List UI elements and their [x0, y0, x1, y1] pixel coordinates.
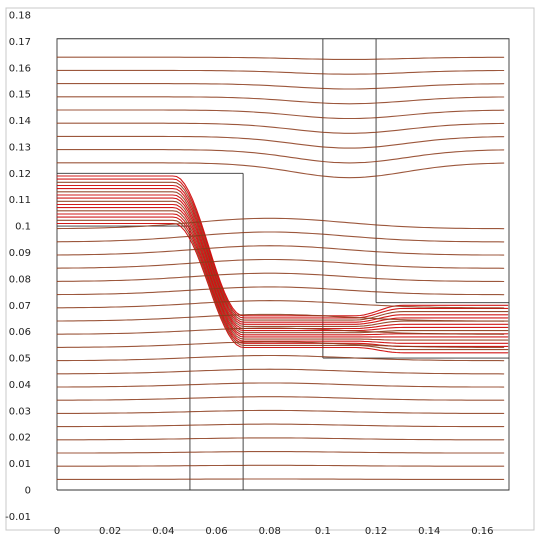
- streamline: [56, 109, 505, 120]
- y-tick-labels: -0.01 0 0.01 0.02 0.03 0.04 0.05 0.06 0.07 0.08 0.…: [5, 11, 31, 523]
- y-tick-label: 0.18: [9, 11, 31, 22]
- streamline: [56, 207, 509, 338]
- y-tick-label: 0.03: [9, 406, 31, 417]
- y-tick-label: 0.15: [9, 90, 31, 101]
- streamline: [56, 368, 505, 375]
- y-tick-label: 0.01: [9, 459, 31, 470]
- y-tick-label: 0.08: [9, 274, 31, 285]
- streamline: [56, 122, 505, 134]
- streamline: [56, 213, 509, 344]
- x-tick-label: 0: [54, 526, 60, 537]
- geometry-layer: [56, 38, 510, 491]
- streamline: [56, 437, 505, 441]
- y-tick-label: 0.16: [9, 63, 31, 74]
- streamline: [56, 69, 505, 75]
- streamline: [56, 245, 505, 256]
- x-tick-label: 0.08: [259, 526, 281, 537]
- streamline: [56, 354, 505, 362]
- y-tick-label: 0.11: [9, 195, 31, 206]
- x-tick-label: 0.06: [205, 526, 227, 537]
- streamline: [56, 149, 505, 164]
- streamline: [56, 162, 505, 179]
- streamline: [56, 313, 505, 322]
- streamline: [56, 197, 509, 332]
- streamline: [56, 327, 505, 335]
- geometry-edge: [56, 38, 510, 491]
- y-tick-label: 0.09: [9, 248, 31, 259]
- streamline: [56, 300, 505, 309]
- y-tick-label: 0.05: [9, 354, 31, 365]
- y-tick-label: 0.07: [9, 301, 31, 312]
- streamline: [56, 451, 505, 454]
- streamline: [56, 231, 505, 243]
- x-tick-label: 0.16: [471, 526, 493, 537]
- y-tick-label: 0.13: [9, 142, 31, 153]
- streamline: [56, 464, 505, 467]
- streamline: [56, 96, 505, 105]
- streamline: [56, 175, 509, 317]
- streamline: [56, 396, 505, 401]
- streamline: [56, 210, 509, 341]
- x-tick-label: 0.02: [99, 526, 121, 537]
- y-tick-label: 0.14: [9, 116, 31, 127]
- y-tick-label: 0.04: [9, 380, 31, 391]
- streamline: [56, 219, 509, 351]
- streamline: [56, 191, 509, 327]
- x-tick-label: 0.1: [315, 526, 331, 537]
- x-tick-label: 0.12: [365, 526, 387, 537]
- y-tick-label: 0.17: [9, 37, 31, 48]
- y-tick-label: 0.12: [9, 169, 31, 180]
- streamline: [56, 83, 505, 90]
- streamline: [56, 178, 509, 319]
- y-tick-label: -0.01: [5, 512, 31, 523]
- streamline: [56, 188, 509, 325]
- streamline: [56, 200, 509, 334]
- streamline: [56, 341, 505, 349]
- x-tick-label: 0.04: [152, 526, 174, 537]
- y-tick-label: 0.02: [9, 433, 31, 444]
- streamline: [56, 286, 505, 296]
- streamline: [56, 217, 505, 230]
- axes-frame: [5, 7, 535, 531]
- streamline: [56, 272, 505, 283]
- streamline: [56, 56, 505, 60]
- streamline: [56, 181, 509, 321]
- streamline: [56, 184, 509, 323]
- streamline: [56, 222, 509, 354]
- streamline: [56, 216, 509, 347]
- streamline: [56, 258, 505, 269]
- streamline: [56, 135, 505, 149]
- streamline-layer: [56, 56, 509, 480]
- streamline: [56, 409, 505, 414]
- y-tick-label: 0: [25, 486, 31, 497]
- streamline: [56, 382, 505, 388]
- x-tick-labels: 0 0.02 0.04 0.06 0.08 0.1 0.12 0.14 0.16: [54, 526, 494, 537]
- streamline: [56, 423, 505, 428]
- y-tick-label: 0.1: [15, 222, 31, 233]
- y-tick-label: 0.06: [9, 327, 31, 338]
- x-tick-label: 0.14: [418, 526, 440, 537]
